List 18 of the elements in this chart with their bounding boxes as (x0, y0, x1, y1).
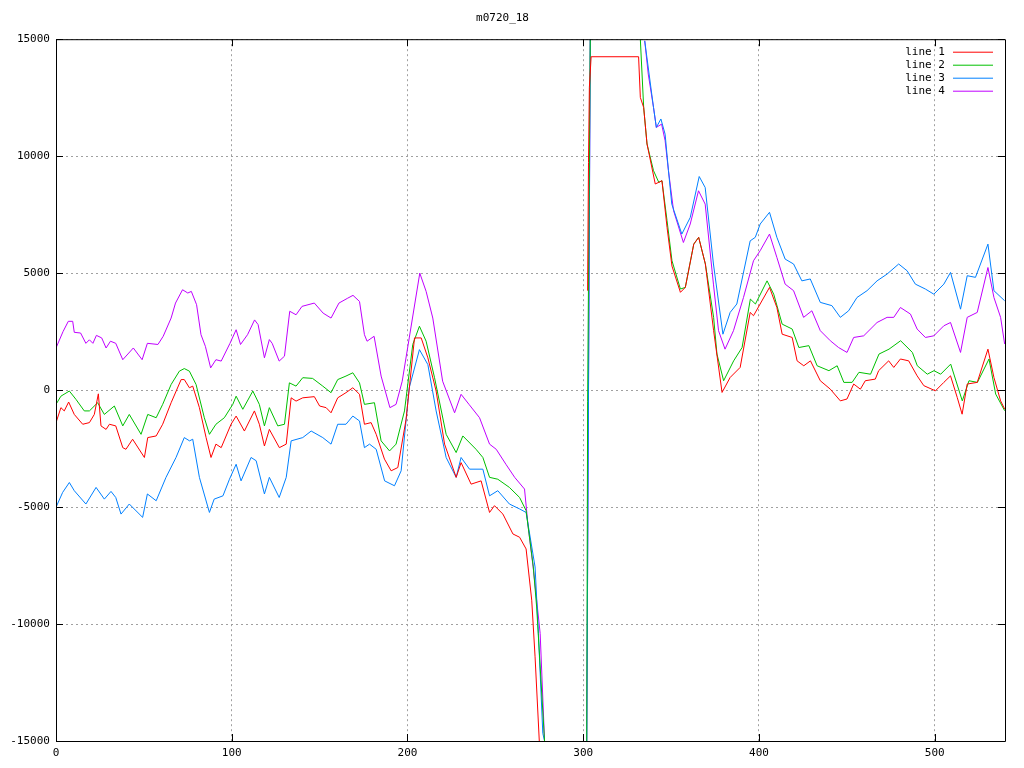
y-tick-label: -5000 (16, 499, 50, 513)
x-tick-label: 100 (221, 746, 242, 760)
x-tick-label: 400 (749, 746, 769, 760)
x-tick-label: 0 (52, 746, 60, 760)
x-tick-label: 300 (573, 746, 594, 760)
legend-label: line 4 (905, 84, 946, 98)
legend-label: line 3 (905, 71, 945, 85)
legend-label: line 1 (905, 45, 945, 59)
y-tick-label: 5000 (23, 265, 50, 279)
x-tick-label: 200 (397, 746, 418, 760)
y-tick-label: 15000 (16, 32, 50, 46)
y-tick-label: 10000 (16, 149, 50, 163)
x-tick-label: 500 (924, 746, 945, 760)
y-tick-label: 0 (43, 382, 50, 396)
y-tick-label: -10000 (10, 616, 50, 630)
legend-label: line 2 (905, 58, 945, 72)
y-tick-label: -15000 (10, 733, 50, 747)
chart-title: m0720_18 (476, 11, 529, 25)
